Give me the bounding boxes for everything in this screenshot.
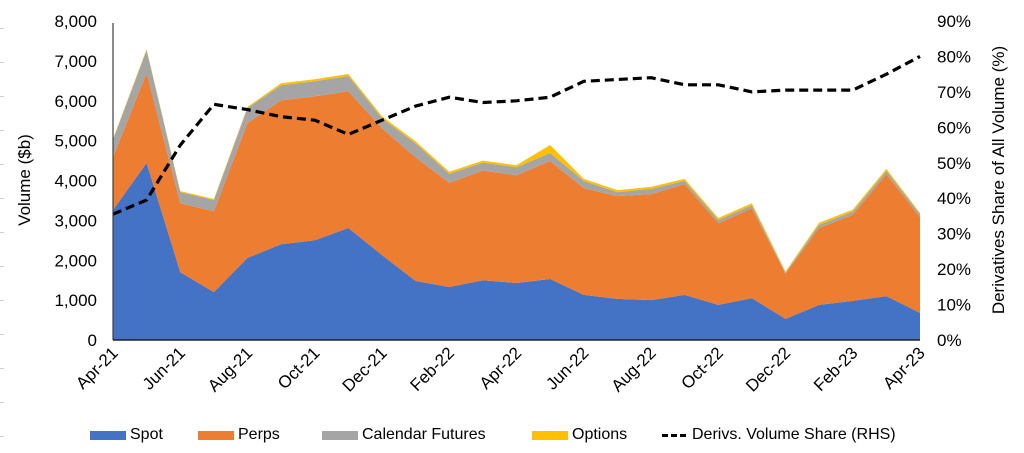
x-tick-label: Jun-21	[139, 343, 189, 393]
legend-swatch-derivs-share	[662, 433, 686, 437]
y-tick-label: 7,000	[54, 52, 97, 71]
x-tick-label: Apr-22	[476, 343, 526, 393]
legend-item-derivs-share: Derivs. Volume Share (RHS)	[662, 420, 896, 450]
edge-tick	[0, 402, 4, 403]
legend-swatch-calendar-futures	[322, 430, 358, 440]
y-tick-label: 2,000	[54, 251, 97, 270]
y-tick-label: 0	[88, 331, 97, 350]
legend-item-perps: Perps	[198, 420, 280, 450]
y2-tick-label: 90%	[937, 12, 971, 31]
x-tick-label: Oct-22	[678, 343, 728, 393]
legend-item-spot: Spot	[90, 420, 163, 450]
line-series	[112, 54, 921, 216]
edge-tick	[0, 334, 4, 335]
edge-tick	[0, 232, 4, 233]
legend: Spot Perps Calendar Futures Options Deri…	[0, 420, 1024, 450]
legend-item-options: Options	[532, 420, 627, 450]
axes	[112, 23, 920, 341]
y2-axis-title: Derivatives Share of All Volume (%)	[989, 46, 1008, 314]
left-axis-ticks: 0 1,000 2,000 3,000 4,000 5,000 6,000 7,000 8,00…	[54, 12, 97, 350]
y2-tick-label: 20%	[937, 260, 971, 279]
y2-tick-label: 50%	[937, 154, 971, 173]
y2-tick-label: 80%	[937, 47, 971, 66]
area-perps	[113, 73, 920, 319]
legend-swatch-spot	[90, 430, 126, 440]
x-tick-label: Feb-23	[810, 343, 862, 395]
legend-swatch-options	[532, 430, 568, 440]
y-tick-label: 3,000	[54, 211, 97, 230]
legend-item-calendar-futures: Calendar Futures	[322, 420, 486, 450]
edge-tick	[0, 368, 4, 369]
edge-tick	[0, 96, 4, 97]
x-tick-label: Jun-22	[542, 343, 592, 393]
edge-tick	[0, 28, 4, 29]
y-axis-title: Volume ($b)	[15, 134, 34, 226]
y2-tick-label: 70%	[937, 83, 971, 102]
legend-label: Derivs. Volume Share (RHS)	[692, 426, 896, 443]
legend-label: Spot	[130, 426, 163, 443]
y-tick-label: 8,000	[54, 12, 97, 31]
edge-tick	[0, 164, 4, 165]
y2-tick-label: 30%	[937, 225, 971, 244]
edge-tick	[0, 266, 4, 267]
y-tick-label: 5,000	[54, 132, 97, 151]
x-tick-label: Aug-21	[204, 343, 256, 395]
edge-tick	[0, 62, 4, 63]
edge-tick	[0, 130, 4, 131]
x-tick-label: Dec-22	[742, 343, 794, 395]
y-tick-label: 4,000	[54, 172, 97, 191]
edge-tick	[0, 300, 4, 301]
left-edge-ticks	[0, 0, 10, 453]
x-tick-label: Oct-21	[274, 343, 324, 393]
stacked-areas	[113, 49, 920, 340]
edge-tick	[0, 436, 4, 437]
y2-tick-label: 40%	[937, 189, 971, 208]
area-spot	[113, 163, 920, 340]
legend-label: Perps	[238, 426, 280, 443]
y2-tick-label: 0%	[937, 331, 962, 350]
right-axis-ticks: 0% 10% 20% 30% 40% 50% 60% 70% 80% 90%	[937, 12, 971, 350]
x-tick-label: Dec-21	[339, 343, 391, 395]
x-axis-ticks: Apr-21 Jun-21 Aug-21 Oct-21 Dec-21 Feb-22 Apr-…	[72, 343, 929, 395]
y-tick-label: 6,000	[54, 92, 97, 111]
y2-tick-label: 60%	[937, 118, 971, 137]
x-tick-label: Aug-22	[608, 343, 660, 395]
legend-label: Calendar Futures	[362, 426, 486, 443]
y-tick-label: 1,000	[54, 291, 97, 310]
x-tick-label: Feb-22	[407, 343, 459, 395]
legend-swatch-perps	[198, 430, 234, 440]
x-tick-label: Apr-21	[72, 343, 122, 393]
legend-label: Options	[572, 426, 628, 443]
x-tick-label: Apr-23	[879, 343, 929, 393]
y2-tick-label: 10%	[937, 296, 971, 315]
line-derivs-volume-share	[112, 54, 921, 216]
edge-tick	[0, 198, 4, 199]
